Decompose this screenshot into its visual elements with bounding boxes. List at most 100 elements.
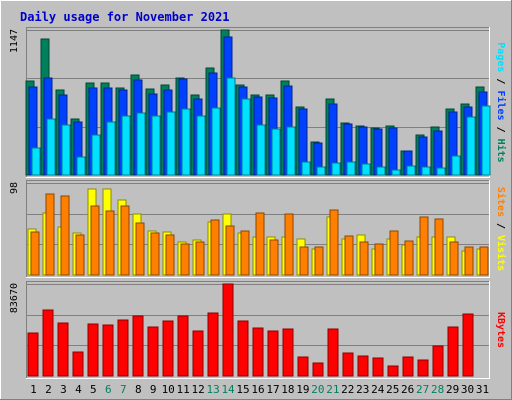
- axis-label-hits: Hits: [495, 139, 507, 163]
- axis-label-separator: /: [495, 72, 506, 90]
- bar-files-day-25: [388, 127, 398, 176]
- bar-sites-day-27: [419, 216, 429, 276]
- bar-pages-day-29: [451, 155, 461, 176]
- bar-sites-day-10: [165, 234, 175, 276]
- bar-sites-day-16: [255, 212, 265, 276]
- bar-pages-day-12: [196, 115, 206, 176]
- bar-pages-day-14: [226, 77, 236, 176]
- bar-kbytes-day-29: [447, 326, 459, 377]
- bar-kbytes-day-2: [42, 309, 54, 377]
- x-tick-label-day-20: 20: [311, 383, 324, 396]
- bar-pages-day-5: [91, 134, 101, 176]
- bar-pages-day-27: [421, 166, 431, 176]
- bar-pages-day-15: [241, 98, 251, 176]
- bar-sites-day-4: [75, 234, 85, 276]
- panel-kbytes: 83670 KBytes: [9, 281, 506, 379]
- bar-sites-day-2: [45, 193, 55, 276]
- x-axis-day-labels: 1 2 3 4 5 6 7 8 9 10 11 12 13 14 15 16 17 18 19 20 21 22 23 24 2…: [30, 383, 489, 396]
- x-tick-label-day-29: 29: [446, 383, 459, 396]
- bar-pages-day-19: [301, 161, 311, 176]
- bar-kbytes-day-8: [132, 315, 144, 377]
- bar-sites-day-25: [389, 230, 399, 276]
- x-tick-label-day-28: 28: [431, 383, 444, 396]
- panel-axis-label: KBytes: [495, 312, 506, 348]
- x-tick-label-day-6: 6: [105, 383, 112, 396]
- x-tick-label-day-7: 7: [120, 383, 127, 396]
- x-tick-label-day-21: 21: [326, 383, 339, 396]
- bar-pages-day-10: [166, 111, 176, 176]
- x-tick-label-day-14: 14: [221, 383, 235, 396]
- bar-pages-day-2: [46, 118, 56, 176]
- bar-pages-day-6: [106, 121, 116, 176]
- bar-kbytes-day-20: [312, 362, 324, 377]
- chart-panels: 1147 Pages / Files / Hits 98 Sites / Visits…: [9, 27, 507, 379]
- bar-sites-day-24: [374, 243, 384, 276]
- bar-pages-day-26: [406, 165, 416, 176]
- x-tick-label-day-24: 24: [371, 383, 385, 396]
- x-tick-label-day-11: 11: [177, 383, 190, 396]
- bar-kbytes-day-21: [327, 328, 339, 377]
- bar-sites-day-1: [30, 231, 40, 276]
- series-kbytes: [27, 283, 474, 377]
- bar-pages-day-23: [361, 163, 371, 176]
- x-tick-label-day-10: 10: [162, 383, 175, 396]
- bar-pages-day-28: [436, 167, 446, 176]
- bar-pages-day-13: [211, 107, 221, 176]
- x-tick-label-day-15: 15: [236, 383, 249, 396]
- bar-kbytes-day-10: [162, 320, 174, 377]
- bar-sites-day-3: [60, 195, 70, 276]
- x-tick-label-day-22: 22: [341, 383, 354, 396]
- series-pages: [31, 77, 491, 176]
- bar-kbytes-day-28: [432, 345, 444, 377]
- axis-label-separator: /: [495, 121, 506, 139]
- bar-kbytes-day-30: [462, 313, 474, 377]
- bar-kbytes-day-1: [27, 332, 39, 377]
- bar-sites-day-15: [240, 230, 250, 276]
- bar-pages-day-1: [31, 147, 41, 176]
- bar-sites-day-30: [464, 246, 474, 276]
- x-tick-label-day-8: 8: [135, 383, 142, 396]
- bar-kbytes-day-19: [297, 356, 309, 377]
- axis-label-visits: Visits: [495, 235, 507, 271]
- bar-sites-day-11: [180, 243, 190, 276]
- bar-kbytes-day-4: [72, 351, 84, 377]
- bar-kbytes-day-17: [267, 330, 279, 377]
- x-tick-label-day-4: 4: [75, 383, 82, 396]
- bar-sites-day-12: [195, 241, 205, 276]
- bar-kbytes-day-3: [57, 322, 69, 377]
- x-tick-label-day-18: 18: [281, 383, 294, 396]
- bar-kbytes-day-15: [237, 320, 249, 377]
- bar-kbytes-day-18: [282, 328, 294, 377]
- bar-kbytes-day-5: [87, 323, 99, 377]
- bar-kbytes-day-23: [357, 355, 369, 377]
- bar-pages-day-18: [286, 126, 296, 176]
- bar-kbytes-day-24: [372, 357, 384, 377]
- panel-axis-label: Pages / Files / Hits: [495, 42, 507, 162]
- x-tick-label-day-23: 23: [356, 383, 369, 396]
- bar-kbytes-day-7: [117, 319, 129, 377]
- panel-scale-max-label: 1147: [9, 29, 20, 53]
- bar-sites-day-5: [90, 205, 100, 276]
- panel-scale-max-label: 98: [9, 182, 20, 194]
- bar-pages-day-9: [151, 115, 161, 176]
- x-tick-label-day-3: 3: [60, 383, 67, 396]
- bar-pages-day-22: [346, 161, 356, 176]
- axis-label-files: Files: [495, 90, 507, 120]
- bar-kbytes-day-6: [102, 324, 114, 377]
- bar-kbytes-day-9: [147, 326, 159, 377]
- bar-sites-day-31: [479, 246, 489, 276]
- bar-sites-day-21: [329, 209, 339, 276]
- bar-pages-day-20: [316, 166, 326, 176]
- bar-sites-day-28: [434, 218, 444, 276]
- bar-sites-day-23: [359, 241, 369, 276]
- chart-title: Daily usage for November 2021: [20, 10, 230, 24]
- bar-sites-day-7: [120, 205, 130, 276]
- x-tick-label-day-9: 9: [150, 383, 157, 396]
- bar-pages-day-24: [376, 166, 386, 176]
- bar-pages-day-8: [136, 112, 146, 176]
- bar-kbytes-day-16: [252, 327, 264, 377]
- bar-sites-day-13: [210, 219, 220, 276]
- bar-pages-day-3: [61, 124, 71, 176]
- x-tick-label-day-27: 27: [416, 383, 429, 396]
